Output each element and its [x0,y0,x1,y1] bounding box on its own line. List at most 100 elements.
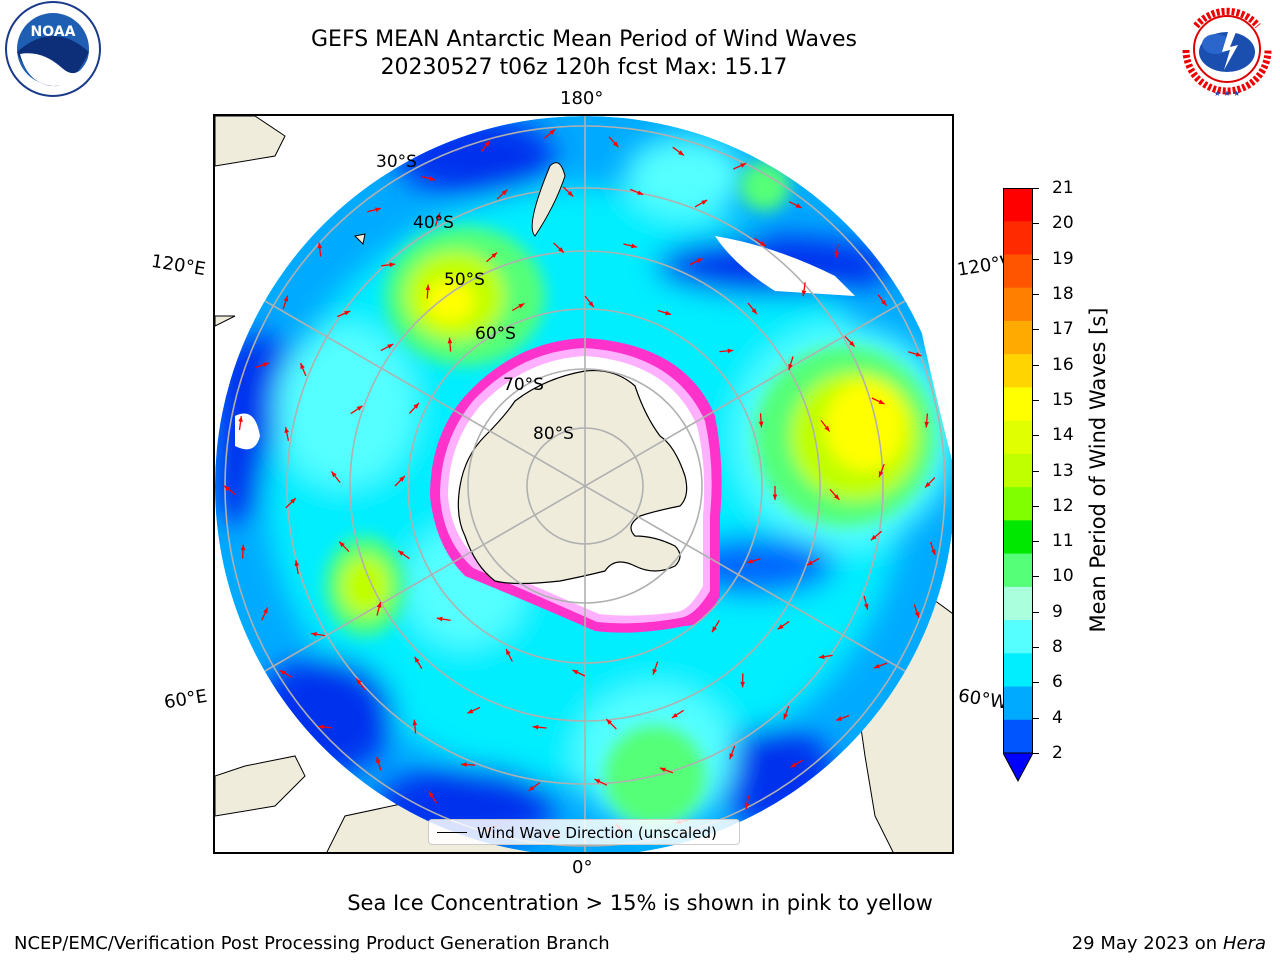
footer-organization: NCEP/EMC/Verification Post Processing Pr… [14,933,610,954]
footer-date-text: 29 May 2023 on [1071,933,1218,954]
wind-arrow-head [294,560,300,566]
wind-arrow-head [279,670,286,676]
wind-arrow-head [398,550,404,556]
wind-arrow-head [696,258,703,263]
wind-arrow-head [760,241,766,247]
wind-arrow-head [925,482,931,488]
colorbar-tick-label: 17 [1052,319,1074,340]
colorbar-tick-mark [1033,293,1039,295]
lat-label-30s: 30°S [376,152,417,172]
wind-arrow-head [878,399,885,404]
wind-arrow-head [224,485,230,492]
colorbar-segment [1003,354,1033,388]
wind-arrow-head [413,403,419,409]
wind-arrow-head [436,616,443,622]
wind-arrow-head [612,141,619,148]
wind-arrow-head [744,803,750,810]
wind-arrow-head [834,494,840,500]
wind-arrow-head [528,785,535,791]
wind-arrow-head [263,362,269,367]
wind-arrow-head [412,719,418,726]
colorbar-tick-mark [1033,364,1039,366]
graticule [224,116,946,852]
lat-label-40s: 40°S [413,213,454,233]
lat-label-80s: 80°S [533,424,574,444]
noaa-logo: NOAA [5,1,101,97]
wind-arrow-head [777,624,784,630]
wind-arrow-head [240,544,246,551]
legend-line-sample [437,832,467,833]
wind-arrow-head [659,767,666,772]
colorbar-tick-label: 19 [1052,248,1074,269]
wind-arrow-head [637,190,644,195]
wind-arrow-head [864,603,869,610]
wind-arrow-head [740,681,745,688]
wind-arrow-head [518,303,525,309]
lat-label-60s: 60°S [475,324,516,344]
colorbar-tick-mark [1033,717,1039,719]
wind-arrow-head [751,308,757,315]
wind-arrow-head [491,252,498,258]
colorbar-tick-label: 16 [1052,354,1074,375]
colorbar-tick-label: 10 [1052,566,1074,587]
wind-arrow-head [284,427,289,433]
wind-arrow-head [849,341,855,347]
wind-arrow-head [263,607,268,614]
colorbar-tick-mark [1033,470,1039,472]
lon-label-0: 0° [572,857,593,878]
lon-label-60e: 60°E [162,685,209,714]
colorbar-tick-mark [1033,505,1039,507]
colorbar-segment [1003,287,1033,322]
wind-arrow-head [311,632,317,637]
colorbar-tick-label: 18 [1052,283,1074,304]
wind-arrow-head [836,716,843,721]
map-subtitle: 20230527 t06z 120h fcst Max: 15.17 [380,55,788,80]
wind-arrow-head [790,762,797,768]
wind-arrow-head [356,405,363,411]
colorbar-tick-label: 21 [1052,178,1074,198]
wind-arrow-head [376,601,382,608]
colorbar-tick-mark [1033,258,1039,260]
sea-ice-footnote: Sea Ice Concentration > 15% is shown in … [347,891,933,915]
colorbar-tick-mark [1033,223,1039,225]
wind-arrow-head [375,207,381,212]
wind-arrow-head [558,247,564,253]
colorbar-extend-arrow [1003,752,1033,783]
wind-arrow-head [317,242,322,249]
colorbar-outline [1003,188,1033,754]
wind-arrow-head [606,719,612,725]
wind-arrow-head [878,471,884,478]
wind-arrow-head [290,498,296,504]
wind-arrow-head [665,310,672,316]
wind-arrow-head [729,753,734,760]
wind-arrow-head [806,560,813,566]
wind-arrow-head [924,421,929,428]
colorbar-tick-mark [1033,611,1039,613]
wind-wave-arrows [223,128,936,840]
wind-arrow-head [283,295,288,302]
wind-arrow-head [801,290,807,297]
colorbar-segment [1003,320,1033,355]
colorbar-tick-label: 15 [1052,389,1074,410]
wind-arrow-head [572,670,579,675]
wind-arrow-head [428,791,434,798]
wind-arrow-head [339,541,345,548]
colorbar-tick-label: 11 [1052,531,1074,552]
wind-arrow-head [870,534,877,541]
wind-arrow-head [356,678,362,685]
lon-label-180: 180° [560,88,604,109]
colorbar [1003,188,1033,783]
noaa-logo-text: NOAA [31,24,76,40]
colorbar-tick-label: 13 [1052,460,1074,481]
wind-arrow-head [389,262,396,268]
footer-date: 29 May 2023 on Hera [1072,933,1266,954]
legend-label: Wind Wave Direction (unscaled) [477,824,717,842]
wind-arrow-head [881,300,887,306]
wind-arrow-head [747,558,754,564]
wind-arrow-head [331,471,337,478]
colorbar-tick-label: 20 [1052,213,1074,234]
wind-arrow-head [701,200,708,205]
wind-arrow-head [824,425,830,432]
colorbar-segment [1003,586,1033,621]
colorbar-tick-mark [1033,399,1039,401]
